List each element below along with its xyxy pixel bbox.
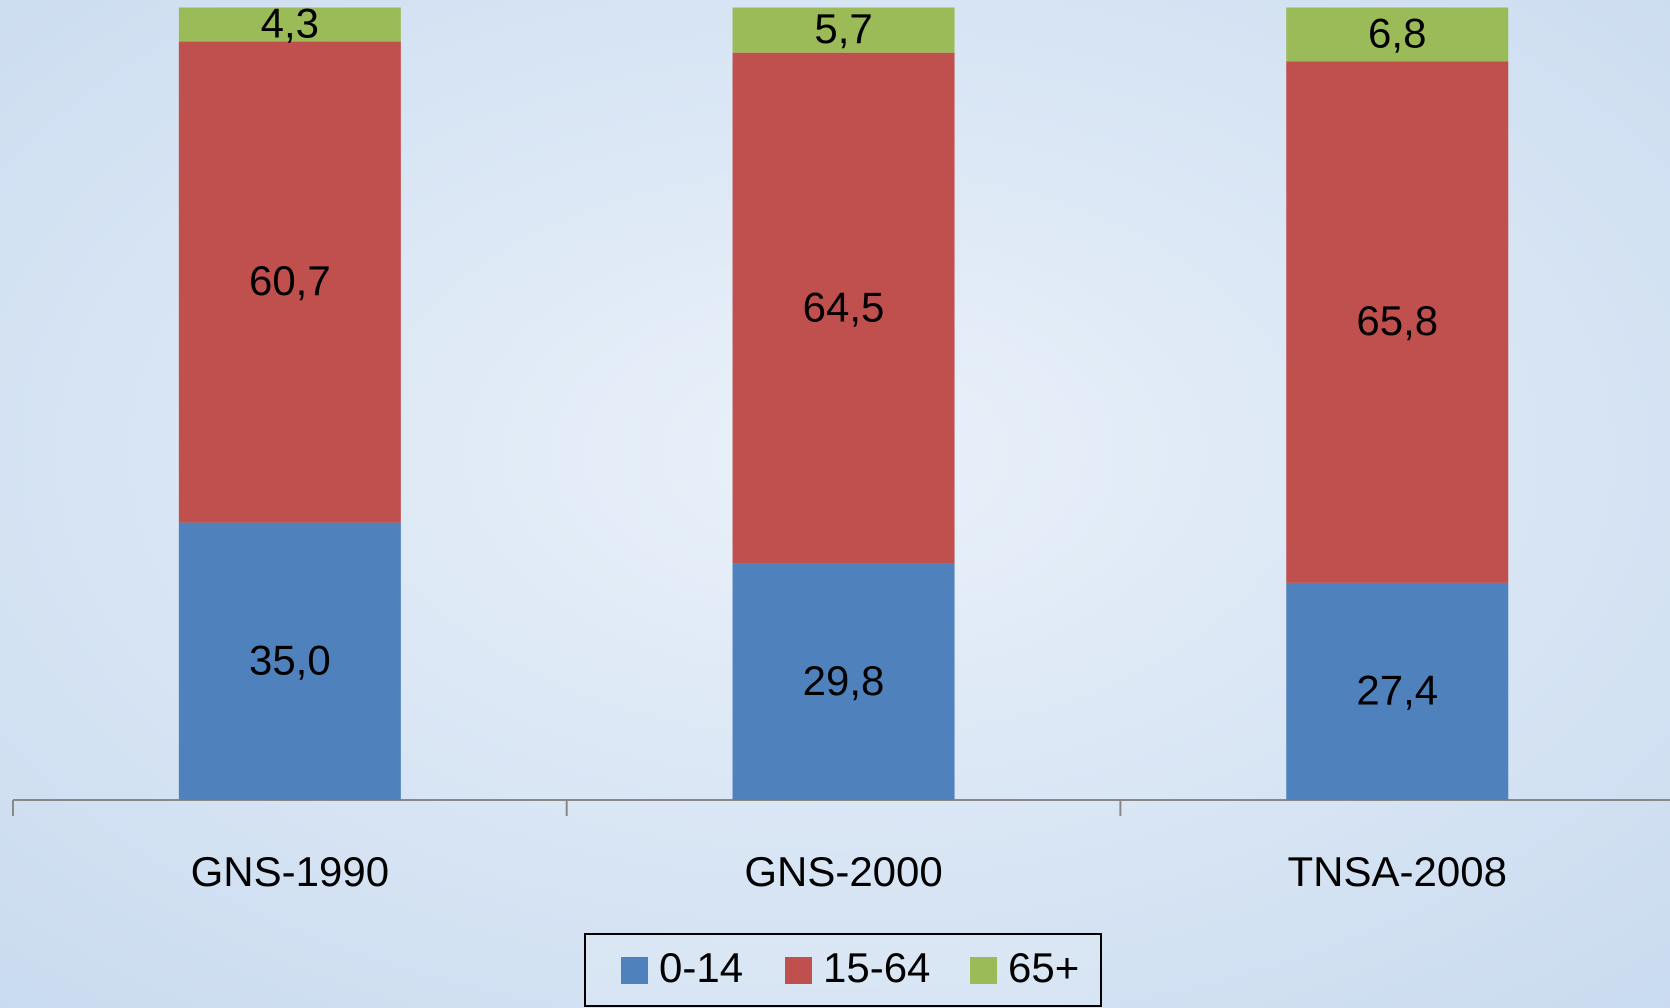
x-tick-label: TNSA-2008 [1288, 848, 1507, 895]
legend-label: 0-14 [659, 944, 743, 991]
data-label: 65,8 [1356, 297, 1438, 344]
legend-label: 65+ [1008, 944, 1079, 991]
chart: GNS-1990 35,0 60,7 4,3 GNS-2000 29,8 64,5 5,7 TN… [0, 0, 1670, 1008]
x-tick-label: GNS-2000 [744, 848, 942, 895]
data-label: 6,8 [1368, 10, 1426, 57]
data-label: 60,7 [249, 257, 331, 304]
data-label: 4,3 [261, 0, 319, 47]
data-label: 35,0 [249, 636, 331, 683]
legend-label: 15-64 [823, 944, 930, 991]
legend-swatch [621, 957, 648, 984]
data-label: 5,7 [814, 5, 872, 52]
data-label: 27,4 [1356, 667, 1438, 714]
legend-swatch [970, 957, 997, 984]
data-label: 29,8 [803, 657, 885, 704]
legend-swatch [785, 957, 812, 984]
data-label: 64,5 [803, 283, 885, 330]
x-tick-label: GNS-1990 [191, 848, 389, 895]
